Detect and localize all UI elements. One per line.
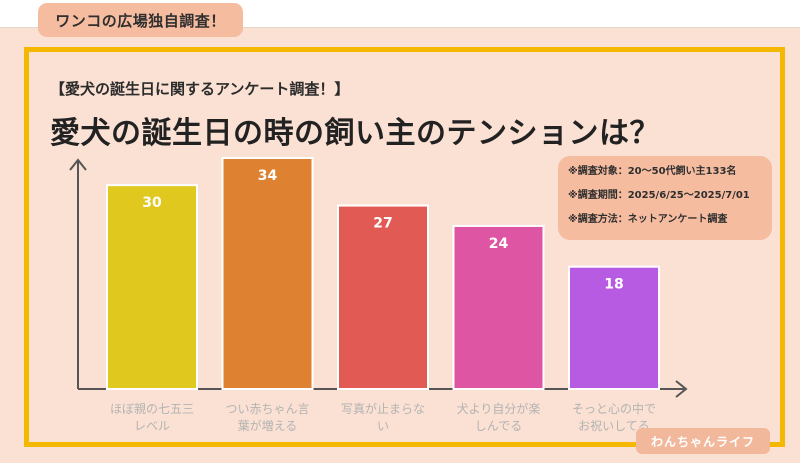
brand-logo: わんちゃんライフ [636,428,770,454]
x-tick-label-line: 写真が止まらな [340,402,425,416]
bar [568,265,660,390]
x-tick-label: つい赤ちゃん言 葉が増える [216,401,320,435]
x-axis-arrow [675,380,688,398]
bar-value-label: 18 [604,277,623,293]
bar-value-label: 30 [142,195,162,211]
x-tick-label-line: しんでる [474,419,523,433]
x-tick-label-line: レベル [133,419,170,433]
bar [452,224,545,390]
bar-value-label: 27 [373,216,392,232]
x-tick-label-line: お祝いしてる [578,419,650,433]
x-tick-label: 写真が止まらない [331,401,435,435]
survey-info-box: ※調査対象：20～50代飼い主133名 ※調査期間：2025/6/25～2025… [558,156,772,240]
x-tick-label: ほぼ親の七五三 レベル [100,401,204,435]
x-tick-label: 犬より自分が楽 しんでる [447,401,551,435]
x-tick-label-line: つい赤ちゃん言 [225,402,310,416]
x-tick-label: そっと心の中で お祝いしてる [562,401,666,435]
survey-method: ※調査方法：ネットアンケート調査 [568,214,728,225]
x-tick-label-line: そっと心の中で [571,402,656,416]
bar-value-label: 34 [258,168,278,184]
survey-period: ※調査期間：2025/6/25～2025/7/01 [568,190,750,201]
bar [337,204,429,390]
x-tick-label-line: 犬より自分が楽 [456,402,541,416]
x-tick-label-line: い [376,419,389,433]
x-tick-label-line: ほぼ親の七五三 [109,402,194,416]
chart-title: 愛犬の誕生日の時の飼い主のテンションは？ [50,116,660,151]
bar [106,184,198,390]
bar-value-label: 24 [489,236,509,252]
site-badge: ワンコの広場独自調査！ [38,3,243,37]
x-tick-label-line: 葉が増える [237,419,298,433]
y-axis-arrow [69,158,87,171]
survey-subtitle: 【愛犬の誕生日に関するアンケート調査！】 [50,80,350,98]
bar [221,157,314,390]
survey-target: ※調査対象：20～50代飼い主133名 [568,166,737,177]
